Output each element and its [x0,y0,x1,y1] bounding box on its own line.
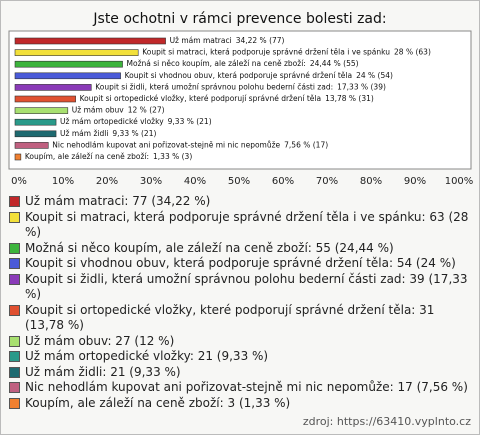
bar-label: Už mám ortopedické vložky 9,33 % (21) [60,117,212,126]
x-tick-label: 30% [140,176,162,187]
chart: Jste ochotni v rámci prevence bolesti za… [8,11,474,187]
bar-category: Už mám obuv [72,106,125,115]
legend-swatch [9,196,20,207]
legend-swatch [9,397,20,409]
x-tick-label: 90% [404,176,426,187]
legend-item: Možná si něco koupím, ale záleží na ceně… [9,241,471,257]
legend-label: Koupím, ale záleží na ceně zboží: 3 (1,3… [25,395,291,410]
bar-label: Už mám obuv 12 % (27) [72,106,165,115]
legend-swatch [9,304,20,316]
x-tick-label: 10% [52,176,74,187]
legend-item: Koupit si židli, která umožní správnou p… [9,272,471,303]
legend-swatch [9,366,20,378]
legend-swatch [9,335,20,347]
bar [14,37,166,45]
bar-label: Už mám židli 9,33 % (21) [60,129,156,138]
bar-value-label: 1,33 % (3) [153,152,192,161]
x-tick-label: 20% [96,176,118,187]
bar-value-label: 17,33 % (39) [337,82,386,91]
x-tick-label: 0% [11,176,27,187]
legend: Už mám matraci: 77 (34,22 %) Koupit si ma… [9,194,471,411]
legend-label: Koupit si židli, která umožní správnou p… [25,271,468,302]
bar [14,84,92,91]
bar-category: Už mám matraci [170,36,232,45]
legend-label: Možná si něco koupím, ale záleží na ceně… [25,240,394,255]
bar-label: Už mám matraci 34,22 % (77) [170,36,285,45]
bar-value-label: 12 % (27) [128,106,165,115]
legend-swatch [9,351,20,362]
bar-category: Možná si něco koupím, ale záleží na ceně… [127,59,306,68]
x-tick-label: 80% [360,176,382,187]
bar [14,72,121,80]
x-tick-label: 60% [272,176,294,187]
legend-item: Nic nehodlám kupovat ani pořizovat-stejn… [9,380,471,396]
bar [14,49,139,56]
legend-swatch [9,242,20,254]
bar-label: Nic nehodlám kupovat ani pořizovat-stejn… [52,140,328,149]
bar [14,153,22,161]
x-tick-label: 50% [228,176,250,187]
legend-item: Už mám matraci: 77 (34,22 %) [9,194,471,210]
bar [14,118,57,126]
x-tick-label: 70% [316,176,338,187]
legend-swatch [9,273,20,285]
chart-title: Jste ochotni v rámci prevence bolesti za… [92,11,386,27]
x-tick-label: 100% [445,176,474,187]
bar-category: Už mám ortopedické vložky [60,117,164,126]
bar-category: Koupit si vhodnou obuv, která podporuje … [125,71,353,80]
legend-item: Už mám ortopedické vložky: 21 (9,33 %) [9,349,471,365]
bar [14,107,69,114]
legend-item: Koupit si matraci, která podporuje správ… [9,210,471,241]
legend-label: Už mám obuv: 27 (12 %) [25,333,175,348]
bar-category: Nic nehodlám kupovat ani pořizovat-stejn… [52,140,280,149]
legend-swatch [9,211,20,223]
legend-item: Koupím, ale záleží na ceně zboží: 3 (1,3… [9,396,471,412]
bar-category: Koupit si matraci, která podporuje správ… [142,48,390,57]
bar-label: Koupit si vhodnou obuv, která podporuje … [125,71,393,80]
legend-label: Koupit si matraci, která podporuje správ… [25,209,469,240]
legend-label: Koupit si vhodnou obuv, která podporuje … [25,256,456,270]
bar-value-label: 34,22 % (77) [236,36,285,45]
legend-label: Už mám ortopedické vložky: 21 (9,33 %) [25,349,269,363]
legend-label: Už mám matraci: 77 (34,22 %) [25,194,211,208]
legend-label: Koupit si ortopedické vložky, které podp… [25,302,435,333]
bar [14,95,76,103]
bar-value-label: 9,33 % (21) [168,117,212,126]
bar-value-label: 28 % (63) [394,48,431,57]
bar-category: Koupit si ortopedické vložky, které podp… [80,94,321,103]
legend-label: Už mám židli: 21 (9,33 %) [25,364,181,379]
bar-category: Koupit si židli, která umožní správnou p… [95,82,333,91]
bar-value-label: 13,78 % (31) [325,94,374,103]
x-tick-label: 40% [184,176,206,187]
bar-label: Koupit si ortopedické vložky, které podp… [80,94,374,103]
bar-label: Možná si něco koupím, ale záleží na ceně… [127,59,359,68]
legend-label: Nic nehodlám kupovat ani pořizovat-stejn… [25,380,468,394]
bar-label: Koupím, ale záleží na ceně zboží: 1,33 % … [25,152,192,161]
bar [14,130,57,138]
legend-swatch [9,258,20,269]
bar-label: Koupit si židli, která umožní správnou p… [95,82,386,91]
legend-item: Už mám obuv: 27 (12 %) [9,334,471,350]
bar-value-label: 7,56 % (17) [284,140,328,149]
legend-item: Koupit si ortopedické vložky, které podp… [9,303,471,334]
bar [14,60,123,68]
source: zdroj: https://63410.vyplnto.cz [302,415,471,428]
bar-label: Koupit si matraci, která podporuje správ… [142,48,431,57]
legend-item: Koupit si vhodnou obuv, která podporuje … [9,256,471,272]
legend-swatch [9,382,20,393]
bar-value-label: 24 % (54) [356,71,393,80]
bar-category: Už mám židli [60,129,108,138]
bar-value-label: 9,33 % (21) [112,129,156,138]
bar [14,142,49,149]
bar-category: Koupím, ale záleží na ceně zboží: [25,152,149,161]
bar-value-label: 24,44 % (55) [310,59,359,68]
legend-item: Už mám židli: 21 (9,33 %) [9,365,471,381]
